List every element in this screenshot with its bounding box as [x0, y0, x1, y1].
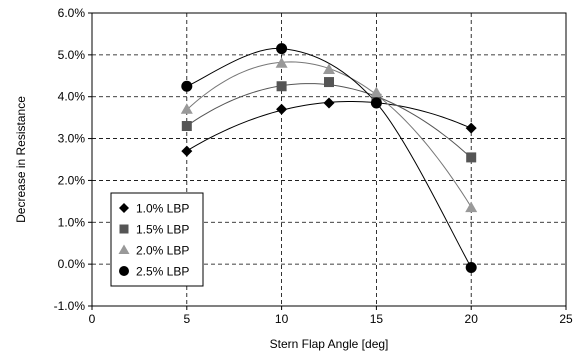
legend-label: 1.5% LBP [136, 223, 189, 237]
data-point-series-2 [466, 152, 477, 163]
data-markers [180, 43, 478, 273]
legend-marker [119, 266, 129, 276]
data-point-series-1 [181, 145, 193, 157]
data-point-series-1 [323, 97, 335, 109]
y-tick-label: 4.0% [58, 90, 86, 104]
x-tick-label: 25 [559, 312, 573, 326]
y-tick-label: 5.0% [58, 48, 86, 62]
data-point-series-4 [276, 43, 288, 55]
y-tick-label: 0.0% [58, 257, 86, 271]
y-tick-label: -1.0% [54, 299, 86, 313]
data-point-series-4 [181, 80, 193, 92]
x-axis-ticks: 0 5 10 15 20 25 [89, 306, 573, 326]
x-axis-label: Stern Flap Angle [deg] [270, 337, 389, 351]
y-axis-label: Decrease in Resistance [14, 96, 28, 223]
x-tick-label: 10 [275, 312, 289, 326]
x-tick-label: 20 [465, 312, 479, 326]
legend-marker [119, 224, 129, 234]
data-point-series-3 [323, 63, 335, 75]
data-point-series-3 [370, 86, 383, 98]
data-point-series-4 [370, 97, 382, 109]
y-tick-label: 3.0% [58, 132, 86, 146]
data-point-series-3 [465, 201, 478, 213]
x-tick-label: 15 [370, 312, 384, 326]
legend-label: 2.0% LBP [136, 244, 189, 258]
data-point-series-2 [181, 121, 192, 132]
x-tick-label: 5 [183, 312, 190, 326]
y-tick-label: 6.0% [58, 6, 86, 20]
data-point-series-2 [276, 81, 287, 92]
data-point-series-1 [276, 103, 288, 115]
legend-marker [118, 244, 130, 254]
data-point-series-4 [465, 261, 477, 273]
x-tick-label: 0 [89, 312, 96, 326]
data-point-series-2 [324, 77, 334, 88]
legend-label: 2.5% LBP [136, 265, 189, 279]
data-point-series-3 [180, 103, 193, 114]
plot-area [91, 12, 567, 307]
y-tick-label: 2.0% [58, 173, 86, 187]
y-axis-ticks: -1.0% 0.0% 1.0% 2.0% 3.0% 4.0% 5.0% 6.0% [54, 6, 92, 313]
data-point-series-3 [275, 57, 288, 68]
trend-line-series-4 [186, 48, 472, 268]
legend: 1.0% LBP 1.5% LBP 2.0% LBP 2.5% LBP [110, 192, 204, 287]
data-point-series-1 [465, 122, 477, 134]
legend-marker [119, 203, 129, 213]
legend-label: 1.0% LBP [136, 202, 189, 216]
y-tick-label: 1.0% [58, 215, 86, 229]
